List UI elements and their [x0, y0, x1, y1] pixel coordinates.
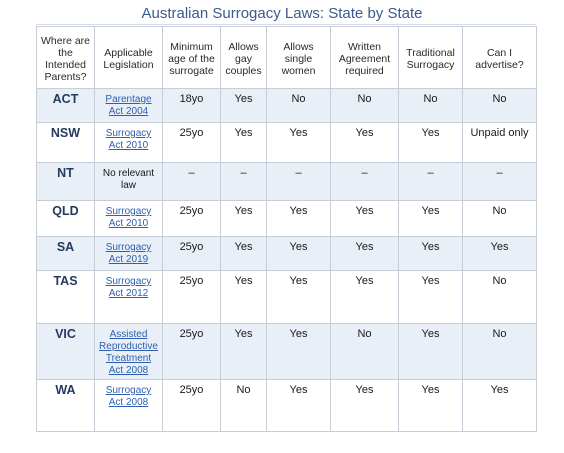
written-agreement-cell: Yes	[330, 270, 399, 324]
written-agreement-cell: Yes	[330, 379, 399, 432]
age-cell: 25yo	[162, 323, 221, 380]
traditional-cell: Yes	[398, 236, 463, 271]
state-cell: QLD	[36, 200, 95, 237]
header-gay-couples: Allows gay couples	[220, 26, 267, 89]
written-agreement-cell: Yes	[330, 122, 399, 163]
legislation-cell: No relevant law	[94, 162, 163, 201]
table-row: SA Surrogacy Act 2019 25yo Yes Yes Yes Y…	[36, 236, 537, 271]
legislation-link[interactable]: Surrogacy Act 2019	[105, 242, 152, 265]
legislation-cell: Surrogacy Act 2008	[94, 379, 163, 432]
traditional-cell: Yes	[398, 270, 463, 324]
written-agreement-cell: No	[330, 323, 399, 380]
table-row: TAS Surrogacy Act 2012 25yo Yes Yes Yes …	[36, 270, 537, 324]
advertise-cell: –	[462, 162, 537, 201]
advertise-cell: No	[462, 270, 537, 324]
legislation-link[interactable]: Surrogacy Act 2008	[105, 385, 152, 408]
gay-couples-cell: No	[220, 379, 267, 432]
single-women-cell: Yes	[266, 200, 331, 237]
written-agreement-cell: –	[330, 162, 399, 201]
written-agreement-cell: Yes	[330, 200, 399, 237]
header-min-age: Minimum age of the surrogate	[162, 26, 221, 89]
traditional-cell: Yes	[398, 200, 463, 237]
age-cell: –	[162, 162, 221, 201]
legislation-cell: Surrogacy Act 2019	[94, 236, 163, 271]
table-row: VIC Assisted Reproductive Treatment Act …	[36, 323, 537, 380]
state-cell: TAS	[36, 270, 95, 324]
header-single-women: Allows single women	[266, 26, 331, 89]
advertise-cell: No	[462, 88, 537, 123]
table-row: NSW Surrogacy Act 2010 25yo Yes Yes Yes …	[36, 122, 537, 163]
state-cell: SA	[36, 236, 95, 271]
age-cell: 25yo	[162, 122, 221, 163]
header-state: Where are the Intended Parents?	[36, 26, 95, 89]
surrogacy-laws-table: Where are the Intended Parents? Applicab…	[36, 26, 537, 432]
single-women-cell: Yes	[266, 236, 331, 271]
traditional-cell: Yes	[398, 379, 463, 432]
state-cell: WA	[36, 379, 95, 432]
table-row: ACT Parentage Act 2004 18yo Yes No No No…	[36, 88, 537, 123]
state-cell: VIC	[36, 323, 95, 380]
table-row: WA Surrogacy Act 2008 25yo No Yes Yes Ye…	[36, 379, 537, 432]
legislation-link[interactable]: Surrogacy Act 2012	[105, 276, 152, 299]
age-cell: 25yo	[162, 379, 221, 432]
legislation-link[interactable]: Surrogacy Act 2010	[105, 128, 152, 151]
legislation-text: No relevant law	[102, 168, 155, 191]
traditional-cell: Yes	[398, 122, 463, 163]
legislation-cell: Parentage Act 2004	[94, 88, 163, 123]
single-women-cell: –	[266, 162, 331, 201]
gay-couples-cell: Yes	[220, 323, 267, 380]
written-agreement-cell: No	[330, 88, 399, 123]
legislation-cell: Surrogacy Act 2010	[94, 200, 163, 237]
advertise-cell: No	[462, 200, 537, 237]
header-written-agreement: Written Agreement required	[330, 26, 399, 89]
legislation-cell: Assisted Reproductive Treatment Act 2008	[94, 323, 163, 380]
single-women-cell: Yes	[266, 122, 331, 163]
header-legislation: Applicable Legislation	[94, 26, 163, 89]
advertise-cell: Yes	[462, 236, 537, 271]
gay-couples-cell: Yes	[220, 236, 267, 271]
traditional-cell: No	[398, 88, 463, 123]
gay-couples-cell: Yes	[220, 122, 267, 163]
traditional-cell: Yes	[398, 323, 463, 380]
gay-couples-cell: Yes	[220, 200, 267, 237]
state-cell: NT	[36, 162, 95, 201]
table-row: QLD Surrogacy Act 2010 25yo Yes Yes Yes …	[36, 200, 537, 237]
state-cell: NSW	[36, 122, 95, 163]
header-advertise: Can I advertise?	[462, 26, 537, 89]
table-header-row: Where are the Intended Parents? Applicab…	[36, 26, 537, 89]
legislation-link[interactable]: Surrogacy Act 2010	[105, 206, 152, 229]
state-cell: ACT	[36, 88, 95, 123]
single-women-cell: Yes	[266, 379, 331, 432]
gay-couples-cell: Yes	[220, 88, 267, 123]
age-cell: 25yo	[162, 270, 221, 324]
traditional-cell: –	[398, 162, 463, 201]
advertise-cell: Yes	[462, 379, 537, 432]
age-cell: 18yo	[162, 88, 221, 123]
advertise-cell: No	[462, 323, 537, 380]
age-cell: 25yo	[162, 200, 221, 237]
written-agreement-cell: Yes	[330, 236, 399, 271]
legislation-cell: Surrogacy Act 2012	[94, 270, 163, 324]
advertise-cell: Unpaid only	[462, 122, 537, 163]
header-traditional: Traditional Surrogacy	[398, 26, 463, 89]
single-women-cell: Yes	[266, 270, 331, 324]
age-cell: 25yo	[162, 236, 221, 271]
legislation-cell: Surrogacy Act 2010	[94, 122, 163, 163]
legislation-link[interactable]: Assisted Reproductive Treatment Act 2008	[99, 329, 158, 376]
table-row: NT No relevant law – – – – – –	[36, 162, 537, 201]
page-title: Australian Surrogacy Laws: State by Stat…	[141, 5, 423, 22]
single-women-cell: Yes	[266, 323, 331, 380]
single-women-cell: No	[266, 88, 331, 123]
gay-couples-cell: Yes	[220, 270, 267, 324]
legislation-link[interactable]: Parentage Act 2004	[105, 94, 152, 117]
title-divider	[36, 24, 536, 25]
gay-couples-cell: –	[220, 162, 267, 201]
